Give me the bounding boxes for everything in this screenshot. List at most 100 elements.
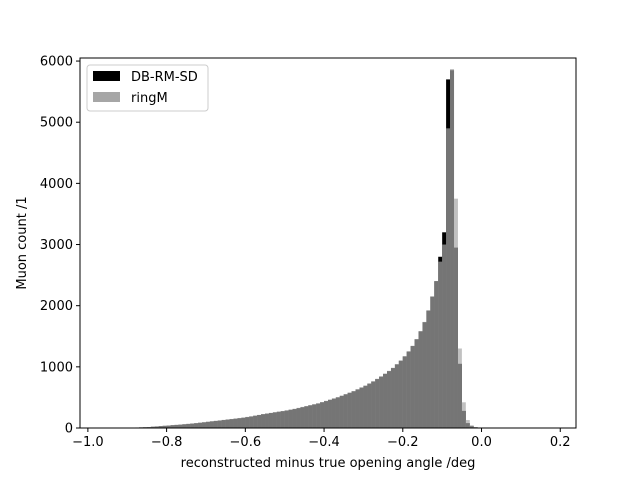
- bar-ringm-84: [418, 331, 423, 428]
- bar-ringm-47: [272, 412, 277, 428]
- bar-ringm-90: [442, 244, 447, 428]
- bar-ringm-52: [292, 408, 297, 428]
- bar-ringm-56: [308, 405, 313, 428]
- y-tick-label: 4000: [40, 177, 73, 192]
- y-axis-ticks: 0 1000 2000 3000 4000 5000 6000: [40, 55, 80, 437]
- bar-ringm-95: [461, 402, 466, 428]
- x-tick-label: 0.2: [550, 435, 571, 450]
- bar-ringm-73: [375, 378, 380, 428]
- bar-ringm-88: [434, 281, 439, 428]
- bar-ringm-83: [414, 339, 419, 428]
- bar-ringm-75: [383, 373, 388, 428]
- bar-ringm-58: [316, 403, 321, 428]
- x-tick-label: −0.8: [151, 435, 183, 450]
- y-tick-label: 6000: [40, 55, 73, 70]
- bar-ringm-36: [229, 418, 234, 428]
- bar-ringm-64: [339, 395, 344, 428]
- x-tick-label: −0.2: [387, 435, 419, 450]
- legend-swatch-db-rm-sd: [93, 71, 120, 81]
- y-tick-label: 3000: [40, 238, 73, 253]
- bar-ringm-79: [398, 360, 403, 428]
- bar-ringm-39: [241, 417, 246, 428]
- bar-ringm-49: [280, 411, 285, 428]
- y-tick-label: 2000: [40, 299, 73, 314]
- legend-swatch-ringm: [93, 92, 120, 102]
- bar-ringm-44: [261, 414, 266, 428]
- bar-ringm-94: [457, 348, 462, 428]
- bar-ringm-81: [406, 351, 411, 428]
- bar-ringm-65: [343, 394, 348, 428]
- bar-ringm-46: [268, 412, 273, 428]
- bar-ringm-45: [265, 413, 270, 428]
- bar-ringm-51: [288, 409, 293, 428]
- x-axis-ticks: −1.0 −0.8 −0.6 −0.4 −0.2 0.0 0.2: [72, 428, 571, 450]
- bar-ringm-93: [453, 198, 458, 428]
- y-tick-label: 5000: [40, 116, 73, 131]
- bar-ringm-92: [450, 69, 455, 428]
- bar-ringm-86: [426, 310, 431, 428]
- bar-ringm-82: [410, 345, 415, 428]
- bar-ringm-21: [170, 425, 175, 428]
- bar-ringm-60: [324, 400, 329, 428]
- y-tick-label: 0: [65, 422, 73, 437]
- bar-ringm-38: [237, 417, 242, 428]
- bar-ringm-87: [430, 296, 435, 428]
- bar-ringm-55: [304, 405, 309, 428]
- bar-ringm-18: [158, 426, 163, 428]
- x-tick-label: −0.4: [308, 435, 340, 450]
- bar-ringm-34: [221, 419, 226, 428]
- bar-ringm-30: [205, 421, 210, 428]
- bar-ringm-41: [249, 416, 254, 428]
- bar-ringm-62: [331, 398, 336, 428]
- y-axis-label: Muon count /1: [15, 196, 30, 289]
- bar-ringm-23: [178, 424, 183, 428]
- bar-ringm-50: [284, 410, 289, 428]
- bar-ringm-57: [312, 404, 317, 428]
- bar-ringm-76: [387, 370, 392, 428]
- bar-ringm-33: [217, 420, 222, 428]
- bar-ringm-59: [320, 402, 325, 428]
- plot-frame: [79, 57, 577, 429]
- legend: DB-RM-SD ringM: [86, 64, 209, 112]
- bar-ringm-37: [233, 418, 238, 428]
- x-tick-label: −0.6: [230, 435, 262, 450]
- bar-ringm-70: [363, 385, 368, 428]
- bar-ringm-61: [328, 399, 332, 428]
- bar-ringm-68: [355, 389, 360, 428]
- bar-ringm-19: [162, 425, 167, 428]
- bar-ringm-78: [394, 364, 399, 428]
- bar-ringm-85: [422, 321, 427, 428]
- histogram-bars: [107, 69, 490, 429]
- bar-ringm-63: [335, 397, 340, 428]
- bar-ringm-53: [296, 407, 301, 428]
- bar-ringm-40: [245, 416, 250, 428]
- bar-ringm-20: [166, 425, 171, 428]
- bar-ringm-32: [213, 420, 218, 428]
- x-tick-label: −1.0: [72, 435, 104, 450]
- bar-ringm-97: [469, 425, 474, 428]
- bar-ringm-29: [202, 422, 207, 428]
- bar-ringm-91: [446, 128, 451, 428]
- bar-ringm-96: [465, 420, 470, 428]
- legend-label-db-rm-sd: DB-RM-SD: [131, 70, 198, 85]
- y-tick-label: 1000: [40, 360, 73, 375]
- bar-ringm-42: [253, 415, 258, 428]
- bar-ringm-67: [351, 391, 356, 428]
- bar-ringm-74: [379, 376, 384, 428]
- bar-ringm-16: [150, 426, 155, 428]
- bar-ringm-66: [347, 392, 352, 428]
- bar-ringm-80: [402, 356, 407, 428]
- bar-ringm-43: [257, 414, 262, 428]
- legend-label-ringm: ringM: [131, 91, 168, 106]
- bar-ringm-77: [390, 367, 395, 428]
- bar-ringm-72: [371, 381, 376, 428]
- bar-ringm-24: [182, 424, 187, 428]
- bar-ringm-17: [154, 426, 159, 428]
- bar-ringm-69: [359, 387, 364, 428]
- x-axis-label: reconstructed minus true opening angle /…: [181, 456, 476, 471]
- x-tick-label: 0.0: [471, 435, 492, 450]
- bar-ringm-26: [190, 423, 195, 428]
- bar-ringm-71: [367, 383, 372, 428]
- bar-ringm-35: [225, 419, 230, 428]
